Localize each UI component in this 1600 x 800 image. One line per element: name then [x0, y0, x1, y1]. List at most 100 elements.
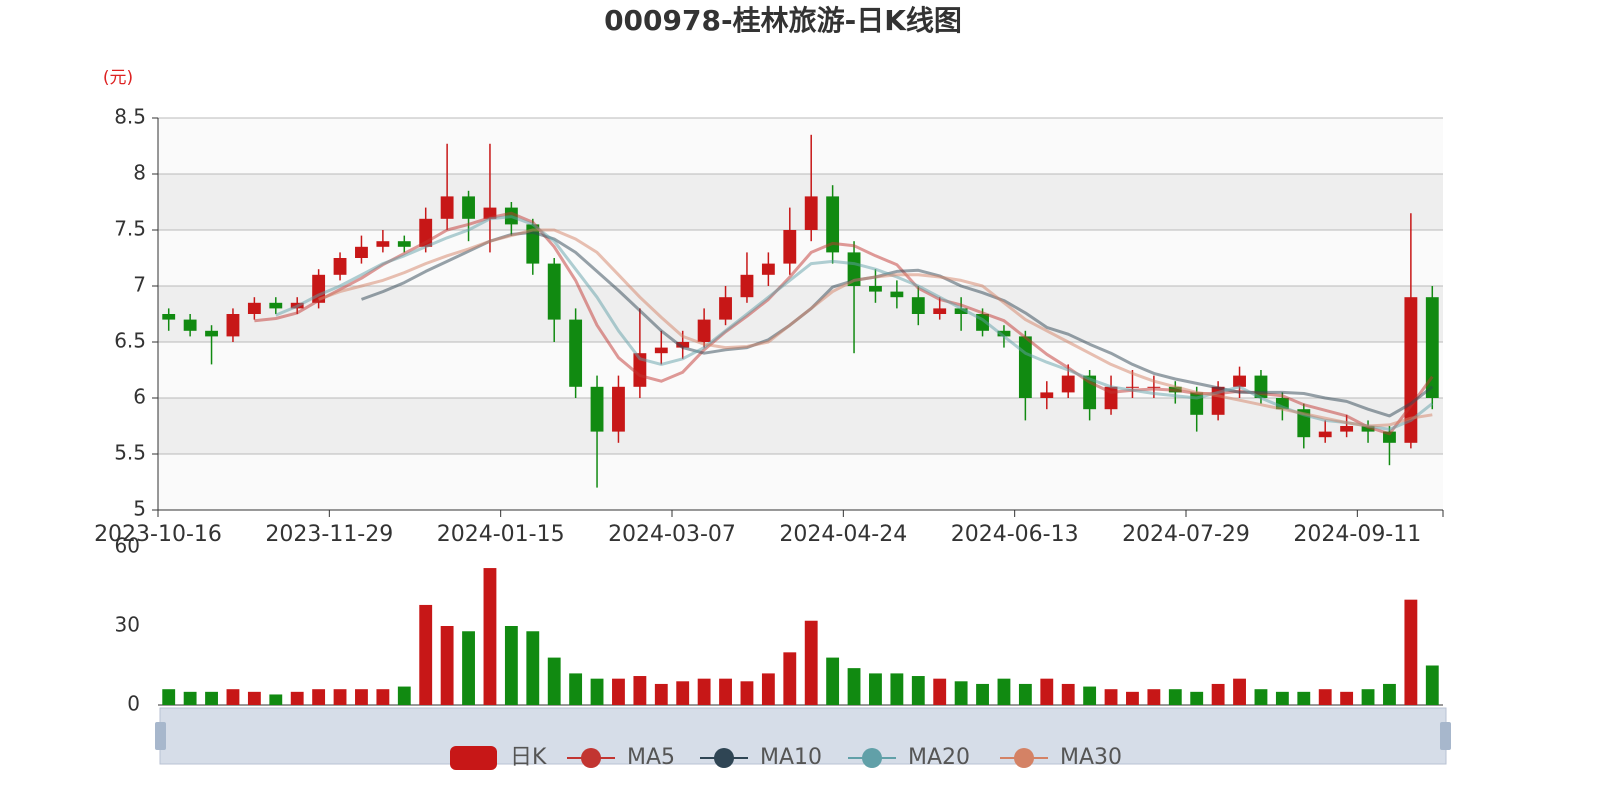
candle-body — [1383, 431, 1396, 443]
candle-body — [483, 207, 497, 219]
legend-swatch — [581, 748, 601, 768]
legend-label: MA5 — [627, 745, 675, 770]
legend-label: 日K — [510, 745, 547, 770]
candle-body — [1040, 392, 1054, 398]
volume-bar — [247, 691, 261, 705]
x-tick-label: 2023-11-29 — [265, 522, 393, 547]
ma-line — [275, 215, 1434, 431]
volume-bar — [697, 678, 711, 705]
x-tick-label: 2024-03-07 — [608, 522, 736, 547]
volume-bar — [612, 678, 625, 705]
candle-body — [869, 286, 882, 292]
candle-body — [1340, 426, 1354, 432]
volume-bar — [1083, 686, 1097, 705]
y-tick-label: 30 — [115, 613, 140, 637]
ma-line — [318, 228, 1433, 428]
volume-bar — [440, 626, 454, 705]
volume-bar — [847, 668, 861, 705]
volume-bar — [1104, 689, 1118, 705]
y-tick-label: 8.5 — [114, 105, 146, 129]
volume-bar — [269, 694, 283, 705]
slider-track[interactable] — [159, 707, 1447, 765]
candle-body — [1018, 336, 1032, 398]
slider-handle[interactable] — [155, 722, 166, 750]
volume-bar — [526, 631, 540, 705]
candle-body — [761, 263, 775, 275]
x-tick-label: 2024-09-11 — [1293, 522, 1421, 547]
y-tick-label: 7.5 — [114, 217, 146, 241]
volume-bar — [1361, 689, 1375, 705]
volume-bar — [1425, 665, 1439, 705]
x-tick-label: 2024-06-13 — [951, 522, 1079, 547]
volume-bar — [1126, 691, 1139, 705]
candle-body — [569, 319, 583, 387]
candle-body — [397, 241, 411, 247]
legend-swatch — [450, 746, 497, 770]
candle-body — [376, 241, 390, 247]
grid-band — [158, 454, 1443, 510]
candle-body — [1233, 375, 1246, 387]
y-tick-label: 5.5 — [114, 441, 146, 465]
candle-body — [804, 196, 818, 230]
candle-body — [1147, 386, 1161, 388]
volume-bar — [633, 676, 647, 705]
slider-handle[interactable] — [1440, 722, 1451, 750]
candle-body — [590, 386, 604, 432]
candle-body — [1361, 426, 1375, 432]
y-tick-label: 8 — [133, 161, 146, 185]
candle-body — [740, 274, 754, 298]
volume-bar — [997, 678, 1011, 705]
candle-body — [783, 230, 797, 264]
volume-bar — [1254, 689, 1268, 705]
grid-band — [158, 342, 1443, 398]
y-tick-label: 6 — [133, 385, 146, 409]
volume-bar — [1168, 689, 1182, 705]
volume-bar — [483, 568, 497, 705]
candle-body — [440, 196, 454, 219]
data-zoom-slider[interactable] — [155, 707, 1451, 765]
candle-body — [247, 302, 261, 314]
volume-bar — [954, 681, 968, 705]
volume-bar — [590, 678, 604, 705]
volume-bar — [1233, 678, 1246, 705]
volume-bar — [676, 681, 690, 705]
candle-body — [612, 386, 625, 432]
volume-bar — [1040, 678, 1054, 705]
candle-body — [462, 196, 475, 219]
y-tick-label: 60 — [115, 534, 140, 558]
volume-bar — [290, 691, 304, 705]
candle-body — [1425, 297, 1439, 398]
volume-bar — [1383, 683, 1396, 705]
y-tick-label: 6.5 — [114, 329, 146, 353]
volume-bar — [911, 676, 925, 705]
x-tick-label: 2024-07-29 — [1122, 522, 1250, 547]
candle-body — [997, 330, 1011, 337]
volume-bar — [504, 626, 518, 705]
volume-bar — [462, 631, 475, 705]
legend-label: MA10 — [760, 745, 822, 770]
x-tick-label: 2024-01-15 — [437, 522, 565, 547]
candle-body — [205, 330, 218, 337]
candle-body — [162, 314, 176, 320]
legend-label: MA30 — [1060, 745, 1122, 770]
volume-bar — [869, 673, 882, 705]
y-tick-label: 0 — [127, 692, 140, 716]
volume-bar — [783, 652, 797, 705]
candle-body — [911, 297, 925, 314]
volume-bar — [890, 673, 904, 705]
volume-bar — [226, 689, 240, 705]
candle-body — [654, 347, 668, 354]
x-tick-label: 2024-04-24 — [779, 522, 907, 547]
volume-bar — [933, 678, 947, 705]
volume-bar — [1147, 689, 1161, 705]
volume-bar — [1018, 683, 1032, 705]
volume-bar — [397, 686, 411, 705]
candle-body — [847, 252, 861, 286]
candle-body — [1061, 375, 1075, 393]
volume-bar — [1275, 691, 1289, 705]
candle-body — [826, 196, 840, 253]
y-axis-unit: (元) — [103, 68, 133, 88]
volume-bar — [569, 673, 583, 705]
volume-bar — [376, 689, 390, 705]
